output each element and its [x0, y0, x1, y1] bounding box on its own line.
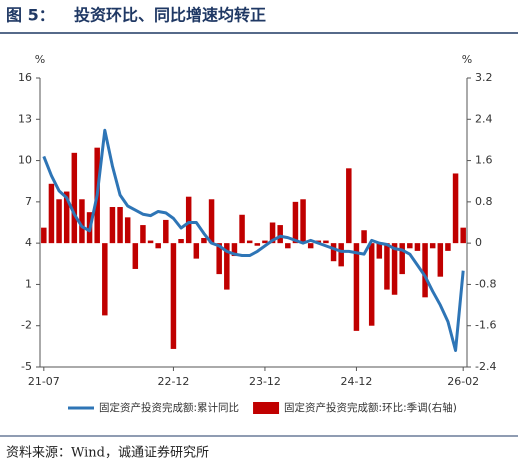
legend-label: 固定资产投资完成额:环比:季调(右轴) [284, 401, 457, 414]
bar [323, 240, 329, 244]
bar [170, 243, 177, 349]
bar [216, 243, 222, 275]
y-tick-label: 13 [18, 112, 32, 125]
bar [132, 243, 139, 269]
bar [224, 243, 230, 290]
source-note: 资料来源：Wind，诚通证券研究所 [6, 445, 209, 461]
bar [124, 217, 131, 244]
bar [338, 243, 344, 267]
y-tick-label: -5 [21, 360, 32, 373]
bar [140, 225, 146, 244]
bar [346, 168, 352, 244]
bar [429, 243, 436, 249]
legend-swatch [253, 402, 280, 414]
bar [231, 243, 238, 257]
x-tick-label: 26-02 [447, 375, 479, 388]
legend-label: 固定资产投资完成额:累计同比 [99, 401, 239, 414]
figure-label: 图 5： [6, 6, 55, 25]
x-tick-label: 23-12 [249, 375, 281, 388]
bar [300, 199, 306, 244]
bar [193, 243, 200, 259]
y-tick-label: 10 [18, 154, 32, 167]
bar [399, 243, 405, 275]
bar [460, 227, 466, 244]
bar [178, 239, 184, 244]
bar [56, 199, 62, 244]
bar [102, 243, 108, 316]
bar [269, 222, 276, 244]
bar [79, 199, 85, 244]
bar [277, 225, 283, 244]
y2-tick-label: -2.4 [475, 360, 496, 373]
y-tick-label: 1 [25, 277, 32, 290]
y-tick-label: 4 [25, 236, 32, 249]
bar [414, 243, 421, 251]
bar [163, 219, 169, 244]
bar [285, 243, 291, 249]
bar [407, 243, 413, 249]
bar [201, 237, 207, 244]
bar [41, 227, 47, 244]
bar [437, 243, 444, 277]
y-tick-label: -2 [21, 319, 32, 332]
y2-axis-unit: % [462, 53, 472, 66]
bar [117, 207, 123, 244]
bar [353, 243, 360, 331]
chart-title: 投资环比、同比增速均转正 [74, 6, 266, 25]
line [42, 128, 465, 352]
x-tick-label: 24-12 [340, 375, 372, 388]
bar [391, 243, 398, 295]
bar [185, 196, 192, 244]
bar [262, 240, 268, 244]
bar [147, 240, 154, 244]
bar [384, 243, 390, 290]
bar [71, 152, 78, 244]
bar [368, 243, 375, 326]
bar [48, 183, 55, 244]
bar [445, 243, 451, 251]
y2-tick-label: -1.6 [475, 319, 496, 332]
bar [63, 191, 70, 244]
y-tick-label: 16 [18, 71, 32, 84]
bar [452, 173, 459, 244]
x-tick-label: 22-12 [157, 375, 189, 388]
bar [109, 207, 116, 244]
y2-tick-label: 3.2 [475, 71, 493, 84]
bar [422, 243, 428, 298]
bar [376, 243, 383, 259]
bar [254, 243, 261, 246]
bar [239, 214, 245, 244]
y2-tick-label: -0.8 [475, 277, 496, 290]
y2-tick-label: 0.8 [475, 195, 493, 208]
y-axis-unit: % [35, 53, 45, 66]
bar [361, 230, 367, 244]
y2-tick-label: 2.4 [475, 112, 493, 125]
bar [292, 201, 299, 244]
x-tick-label: 21-07 [28, 375, 60, 388]
bar [307, 243, 314, 249]
bar [155, 243, 161, 249]
y-tick-label: 7 [25, 195, 32, 208]
bar [246, 240, 253, 244]
bar [208, 199, 215, 244]
y2-tick-label: 1.6 [475, 154, 493, 167]
y2-tick-label: 0 [475, 236, 482, 249]
bar [330, 243, 337, 262]
